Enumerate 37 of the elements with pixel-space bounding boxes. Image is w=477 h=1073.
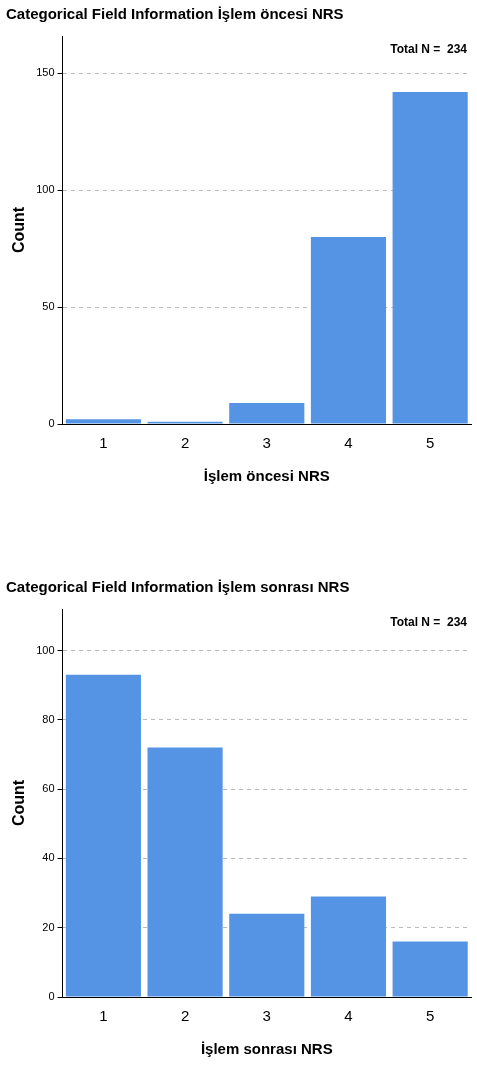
bar	[229, 402, 305, 424]
y-tick-label: 50	[42, 300, 55, 313]
y-tick-label: 0	[48, 990, 55, 1003]
x-tick-label: 1	[99, 1007, 108, 1025]
y-tick-label: 100	[36, 643, 55, 656]
y-tick-label: 80	[42, 712, 55, 725]
bar	[310, 237, 387, 424]
y-axis-title: Count	[10, 779, 28, 827]
y-axis-title: Count	[10, 206, 28, 254]
x-tick-label: 2	[180, 1007, 190, 1025]
x-tick-label: 5	[425, 434, 435, 452]
y-tick-label: 100	[36, 183, 55, 196]
x-axis-title: İşlem öncesi NRS	[203, 467, 330, 485]
x-tick-label: 3	[262, 434, 271, 452]
y-tick-label: 150	[36, 66, 55, 79]
x-tick-label: 4	[344, 1007, 353, 1025]
y-tick-label: 40	[42, 851, 55, 864]
y-tick-label: 0	[48, 417, 55, 430]
x-axis-title: İşlem sonrası NRS	[200, 1040, 333, 1058]
chart-title: Categorical Field Information İşlem sonrası NRS	[6, 578, 350, 596]
bar	[65, 674, 141, 997]
x-tick-label: 1	[99, 434, 108, 452]
bar	[392, 941, 468, 997]
annotation: Total N = 234	[390, 42, 468, 57]
x-tick-label: 2	[180, 434, 190, 452]
x-tick-label: 5	[425, 1007, 435, 1025]
bar	[229, 913, 305, 997]
chart-title: Categorical Field Information İşlem öncesi NRS	[6, 5, 344, 23]
bar	[310, 896, 387, 997]
annotation: Total N = 234	[390, 615, 468, 630]
x-tick-label: 4	[344, 434, 353, 452]
x-tick-label: 3	[262, 1007, 271, 1025]
bar	[65, 419, 141, 424]
y-tick-label: 60	[42, 782, 55, 795]
bar	[392, 92, 468, 424]
y-tick-label: 20	[42, 920, 55, 933]
bar	[147, 747, 223, 997]
